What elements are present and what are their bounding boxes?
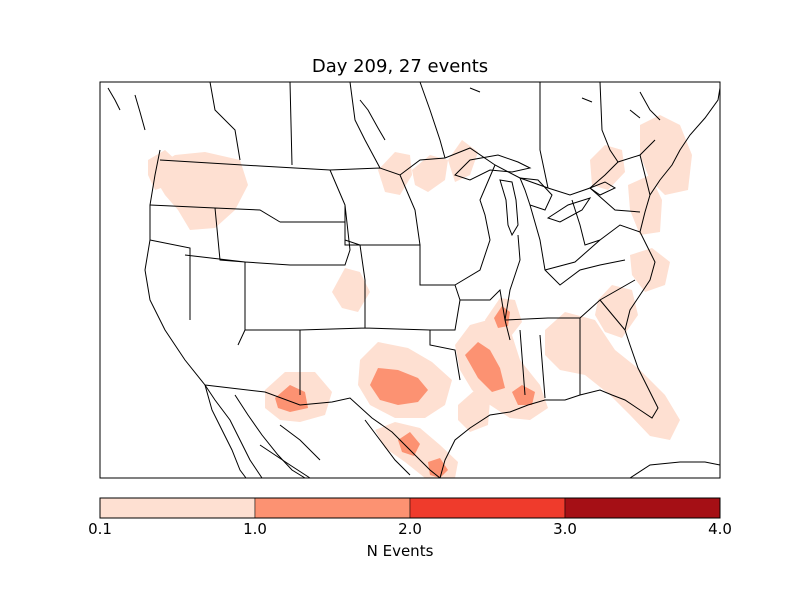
colorbar-frame: [99, 497, 721, 519]
density-peak-la: [465, 342, 505, 392]
density-patch-southeast: [545, 312, 680, 440]
density-patch-gulf-tx: [458, 390, 490, 432]
colorbar-segment-3: [564, 497, 721, 519]
us-mexico-border: [204, 384, 441, 479]
density-patch-new-england: [640, 115, 692, 195]
lake-erie: [546, 197, 592, 223]
colorbar-segment-1: [254, 497, 411, 519]
density-patch-lake-superior: [412, 155, 448, 192]
colorbar-tick-0: 0.1: [88, 520, 112, 538]
density-peak-new-orleans: [512, 385, 535, 405]
state-lines: [149, 154, 651, 479]
density-patch-carolinas: [595, 285, 638, 338]
map-title: Day 209, 27 events: [311, 56, 489, 77]
atlantic-coast: [624, 87, 721, 331]
colorbar-tick-3: 3.0: [553, 520, 577, 538]
density-patch-va: [630, 248, 670, 292]
cuba-coast: [629, 461, 721, 479]
pacific-coast: [144, 149, 263, 479]
lake-huron: [519, 177, 553, 211]
colorbar-label: N Events: [366, 542, 434, 560]
northern-lakes: [107, 87, 641, 141]
density-peak-houston: [398, 432, 420, 456]
density-peak-tx-panhandle: [370, 368, 428, 405]
density-patch-wa-coast: [148, 150, 178, 190]
lake-ontario: [588, 181, 617, 196]
colorbar-tick-4: 4.0: [708, 520, 732, 538]
gulf-of-california: [234, 394, 306, 479]
colorbar-tick-1: 1.0: [243, 520, 267, 538]
map-frame: [99, 81, 721, 479]
density-patch-wi: [448, 140, 478, 182]
density-patch-co: [332, 268, 370, 312]
lake-superior: [454, 154, 532, 181]
map-outlines: [107, 81, 721, 479]
baja-peninsula: [204, 384, 247, 479]
colorbar-segment-0: [99, 497, 256, 519]
colorbar-tick-2: 2.0: [398, 520, 422, 538]
colorbar-segment-2: [409, 497, 566, 519]
province-lines: [209, 81, 661, 189]
density-layer-mid: [275, 306, 535, 478]
colorbar: [99, 497, 721, 519]
gulf-coast: [439, 329, 659, 479]
density-patch-ny: [590, 145, 625, 190]
lake-michigan: [499, 179, 519, 237]
